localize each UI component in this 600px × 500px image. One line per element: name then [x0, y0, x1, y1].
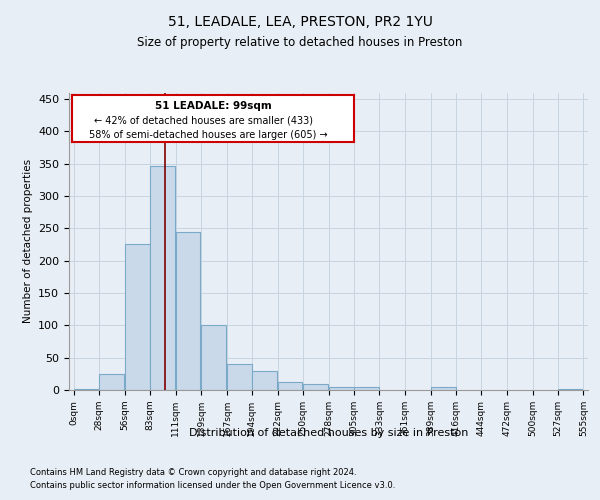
- Bar: [150, 166, 175, 390]
- Bar: [74, 388, 98, 390]
- Bar: [201, 326, 226, 390]
- Text: Distribution of detached houses by size in Preston: Distribution of detached houses by size …: [189, 428, 469, 438]
- Bar: [100, 374, 124, 390]
- Bar: [329, 387, 354, 390]
- Text: Size of property relative to detached houses in Preston: Size of property relative to detached ho…: [137, 36, 463, 49]
- Bar: [303, 384, 328, 390]
- Text: Contains public sector information licensed under the Open Government Licence v3: Contains public sector information licen…: [30, 480, 395, 490]
- Bar: [176, 232, 200, 390]
- Bar: [125, 244, 150, 390]
- Text: 51, LEADALE, LEA, PRESTON, PR2 1YU: 51, LEADALE, LEA, PRESTON, PR2 1YU: [167, 16, 433, 30]
- Bar: [354, 387, 379, 390]
- Bar: [227, 364, 252, 390]
- Bar: [278, 382, 302, 390]
- Bar: [252, 370, 277, 390]
- Y-axis label: Number of detached properties: Number of detached properties: [23, 159, 32, 324]
- Bar: [557, 388, 583, 390]
- Text: Contains HM Land Registry data © Crown copyright and database right 2024.: Contains HM Land Registry data © Crown c…: [30, 468, 356, 477]
- Bar: [431, 387, 456, 390]
